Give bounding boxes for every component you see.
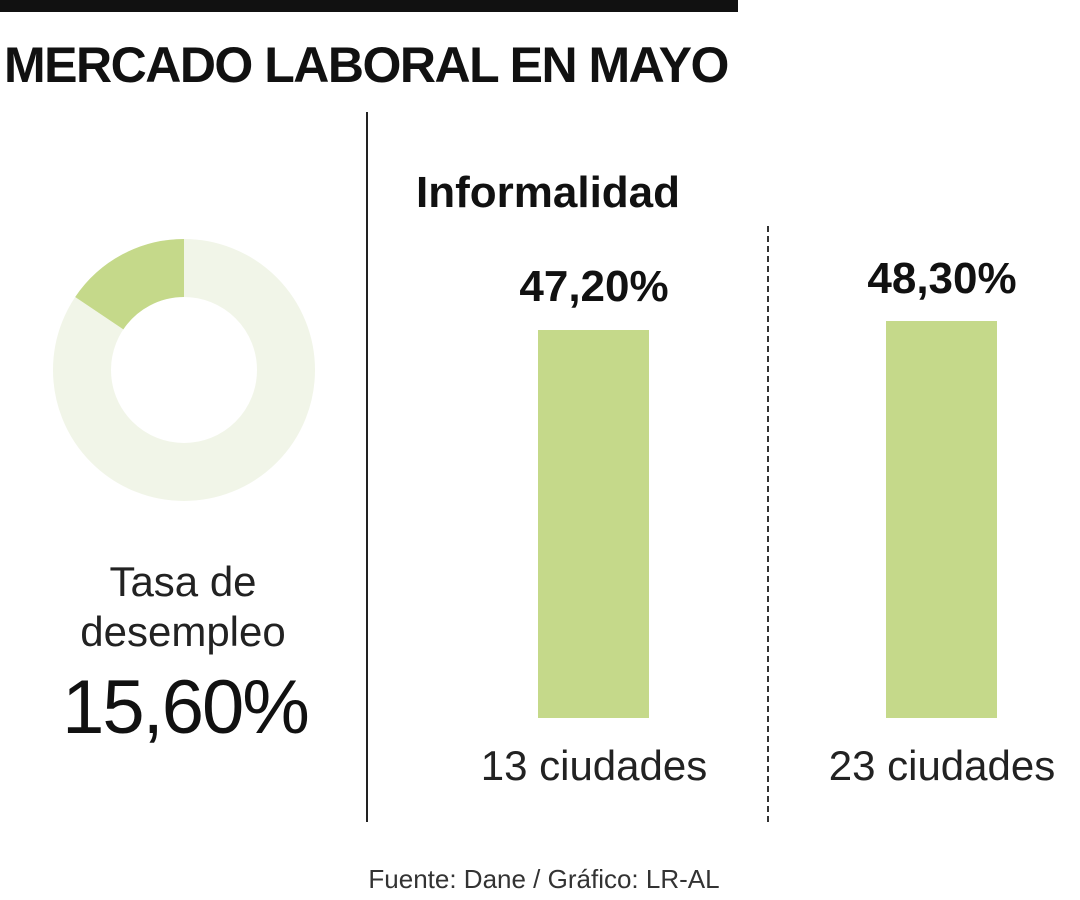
chart-title: MERCADO LABORAL EN MAYO: [4, 37, 729, 93]
bar-category-23-ciudades: 23 ciudades: [828, 742, 1056, 789]
top-rule: [0, 0, 738, 12]
bar-13-ciudades: [538, 330, 649, 718]
bar-chart-title: Informalidad: [416, 168, 681, 217]
bar-23-ciudades: [886, 321, 997, 718]
panel-divider: [366, 112, 368, 822]
source-note: Fuente: Dane / Gráfico: LR-AL: [368, 864, 720, 894]
bar-category-13-ciudades: 13 ciudades: [480, 742, 708, 789]
bar-divider: [767, 226, 769, 822]
donut-value-label: 15,60%: [62, 665, 310, 750]
donut-label-line2: desempleo: [80, 608, 286, 655]
bar-value-label-23-ciudades: 48,30%: [867, 254, 1017, 303]
donut-label-line1: Tasa de: [109, 558, 257, 605]
bar-value-label-13-ciudades: 47,20%: [519, 262, 669, 311]
donut-slice-unemployment: [75, 239, 186, 331]
unemployment-donut: [53, 239, 315, 501]
